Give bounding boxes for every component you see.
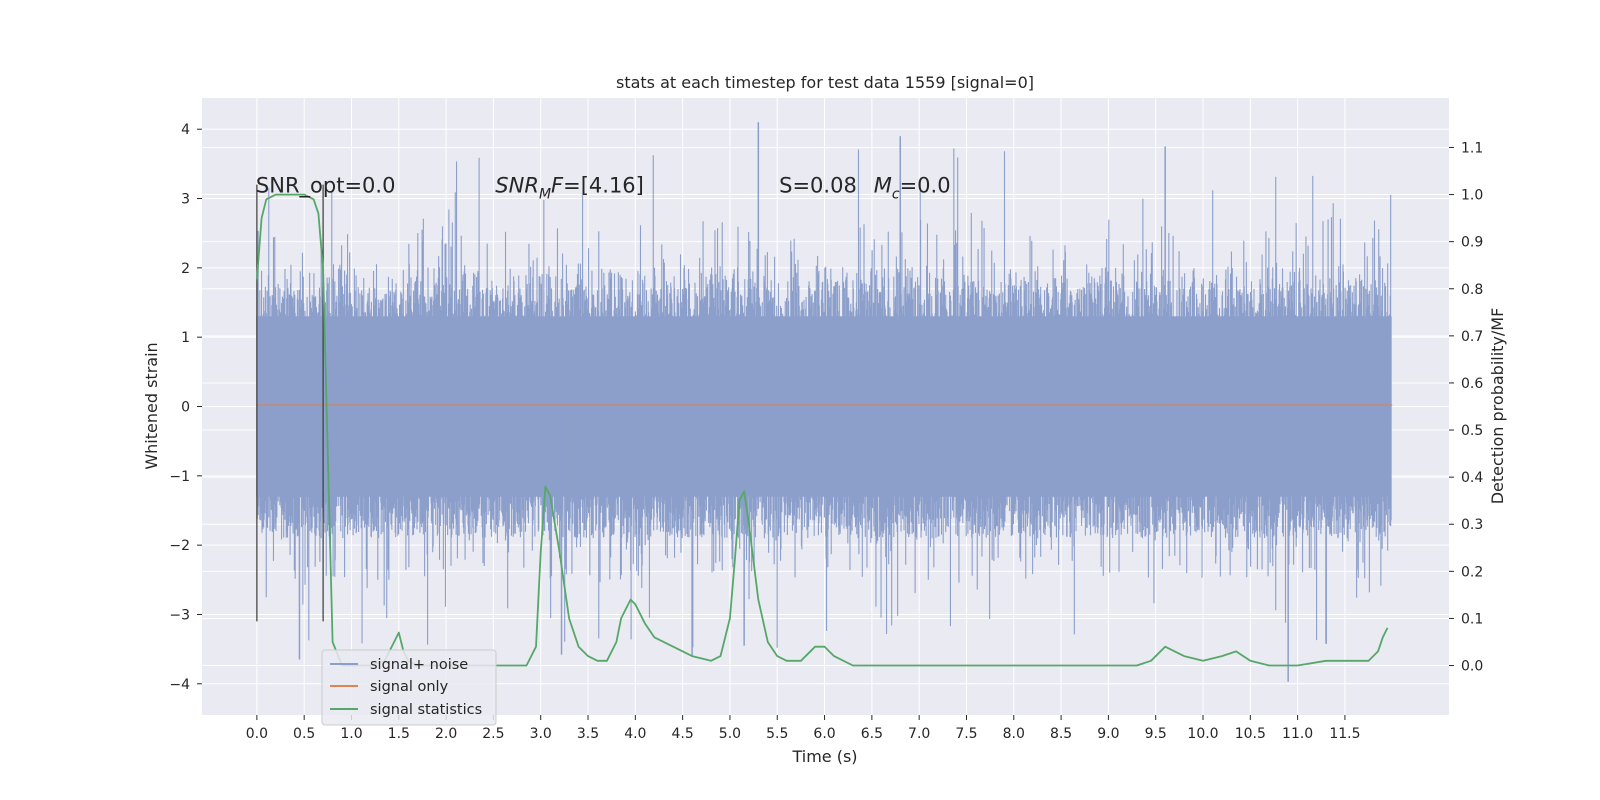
annotation: Mc=0.0	[874, 174, 951, 203]
x-tick-label: 11.5	[1329, 726, 1360, 742]
y-tick-label: −2	[169, 538, 190, 554]
y2-tick-label: 0.8	[1461, 282, 1483, 298]
y-tick-label: 2	[181, 261, 190, 277]
annotation: S=0.08	[779, 174, 857, 198]
x-tick-label: 4.0	[624, 726, 646, 742]
y2-tick-label: 0.7	[1461, 329, 1483, 345]
noise-core-band	[256, 316, 1392, 497]
x-tick-label: 7.5	[955, 726, 977, 742]
x-tick-label: 8.5	[1050, 726, 1072, 742]
x-tick-label: 5.5	[766, 726, 788, 742]
noise-series	[256, 122, 1392, 682]
legend: signal+ noise signal only signal statist…	[321, 649, 497, 726]
y2-tick-label: 1.1	[1461, 140, 1483, 156]
annotation: SNRMF=[4.16]	[495, 174, 644, 203]
y-tick-label: −1	[169, 469, 190, 485]
x-tick-label: 10.5	[1235, 726, 1266, 742]
x-tick-label: 10.0	[1187, 726, 1218, 742]
y2-tick-label: 0.6	[1461, 376, 1483, 392]
x-tick-label: 0.5	[293, 726, 315, 742]
y2-tick-label: 1.0	[1461, 188, 1483, 204]
x-tick-label: 2.5	[482, 726, 504, 742]
y2-tick-label: 0.3	[1461, 517, 1483, 533]
annotations: SNR_opt=0.0 SNRMF=[4.16] S=0.08 Mc=0.0	[256, 174, 951, 203]
x-tick-label: 7.0	[908, 726, 930, 742]
x-tick-label: 8.0	[1003, 726, 1025, 742]
y2-tick-label: 0.5	[1461, 423, 1483, 439]
annotation: SNR_opt=0.0	[256, 174, 396, 199]
y2-tick-label: 0.0	[1461, 659, 1483, 675]
x-tick-label: 2.0	[435, 726, 457, 742]
y2-axis-label: Detection probability/MF	[1488, 308, 1507, 505]
x-tick-label: 6.5	[861, 726, 883, 742]
legend-label-statistics: signal statistics	[370, 702, 482, 718]
chart-title: stats at each timestep for test data 155…	[616, 73, 1034, 92]
legend-label-signal: signal only	[370, 679, 449, 695]
x-tick-label: 0.0	[246, 726, 268, 742]
x-tick-label: 3.5	[577, 726, 599, 742]
x-axis-label: Time (s)	[791, 747, 857, 766]
y-axis-label: Whitened strain	[142, 342, 161, 469]
x-tick-label: 9.0	[1097, 726, 1119, 742]
y-tick-label: 0	[181, 400, 190, 416]
legend-label-noise: signal+ noise	[370, 657, 468, 673]
x-tick-label: 6.0	[813, 726, 835, 742]
y2-tick-label: 0.4	[1461, 470, 1483, 486]
y-tick-label: 4	[181, 122, 190, 138]
x-tick-label: 11.0	[1282, 726, 1313, 742]
x-tick-label: 9.5	[1145, 726, 1167, 742]
y-tick-label: −4	[169, 677, 190, 693]
y2-tick-label: 0.2	[1461, 564, 1483, 580]
y-tick-label: 1	[181, 330, 190, 346]
x-tick-label: 1.0	[340, 726, 362, 742]
y2-tick-label: 0.1	[1461, 611, 1483, 627]
y2-tick-label: 0.9	[1461, 235, 1483, 251]
legend-box	[321, 649, 497, 726]
window-markers	[256, 184, 324, 622]
x-tick-label: 5.0	[719, 726, 741, 742]
y-tick-label: 3	[181, 192, 190, 208]
y-tick-label: −3	[169, 607, 190, 623]
x-tick-label: 4.5	[672, 726, 694, 742]
x-tick-label: 1.5	[388, 726, 410, 742]
axis-ticks: 0.0 0.5 1.0 1.5 2.0 2.5 3.0 3.5 4.0 4.5 5.0 5.5 6.0 6…	[169, 122, 1483, 742]
x-tick-label: 3.0	[530, 726, 552, 742]
